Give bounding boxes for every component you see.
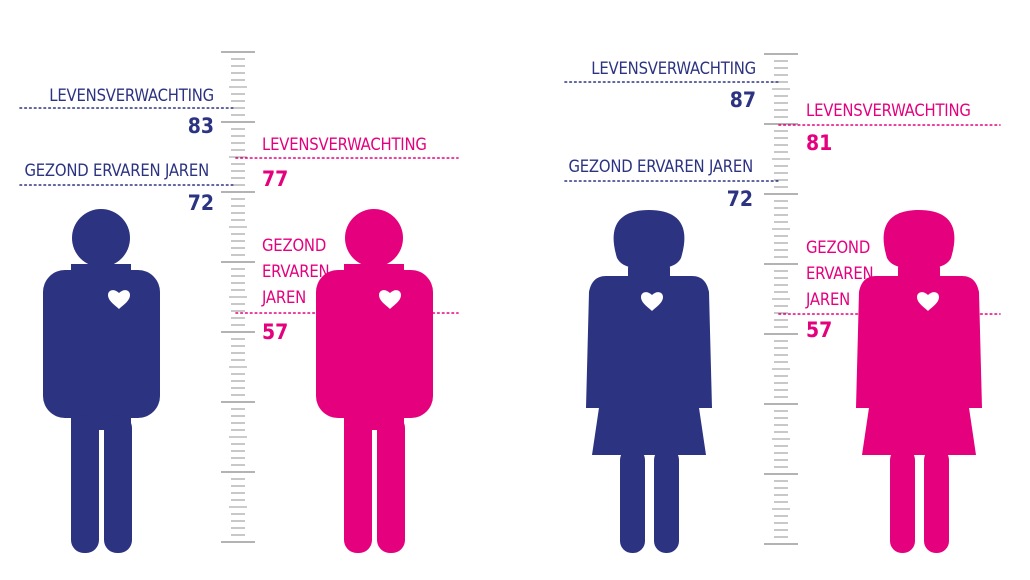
ruler-scale-right	[764, 53, 798, 545]
ruler-scale-left	[221, 51, 255, 543]
male-a-life-label: LEVENSVERWACHTING	[49, 86, 214, 105]
female-figure-icon-a	[586, 210, 712, 553]
female-a-healthy-value: 72	[726, 187, 753, 211]
female-a-healthy-label: GEZOND ERVAREN JAREN	[568, 157, 753, 176]
male-b-life-label: LEVENSVERWACHTING	[262, 135, 427, 154]
female-a-life-label: LEVENSVERWACHTING	[591, 59, 756, 78]
male-a-healthy-label: GEZOND ERVAREN JAREN	[24, 161, 209, 180]
male-b-healthy-label: GEZOND ERVAREN JAREN	[262, 236, 330, 307]
male-b-healthy-value: 57	[262, 320, 289, 344]
heart-icon-female-b	[917, 292, 939, 311]
heart-icon-male-a	[108, 290, 130, 309]
female-figure-icon-b	[856, 210, 982, 553]
female-a-life-value: 87	[729, 88, 756, 112]
male-figure-icon-a	[43, 209, 160, 553]
heart-icon-male-b	[379, 290, 401, 309]
female-b-life-value: 81	[806, 131, 833, 155]
male-figure-icon-b	[316, 209, 433, 553]
male-a-healthy-value: 72	[187, 191, 214, 215]
male-b-life-value: 77	[262, 167, 289, 191]
female-b-life-label: LEVENSVERWACHTING	[806, 101, 971, 120]
male-a-life-value: 83	[187, 114, 214, 138]
female-b-healthy-value: 57	[806, 318, 833, 342]
female-b-healthy-label: GEZOND ERVAREN JAREN	[806, 238, 874, 309]
heart-icon-female-a	[641, 292, 663, 311]
